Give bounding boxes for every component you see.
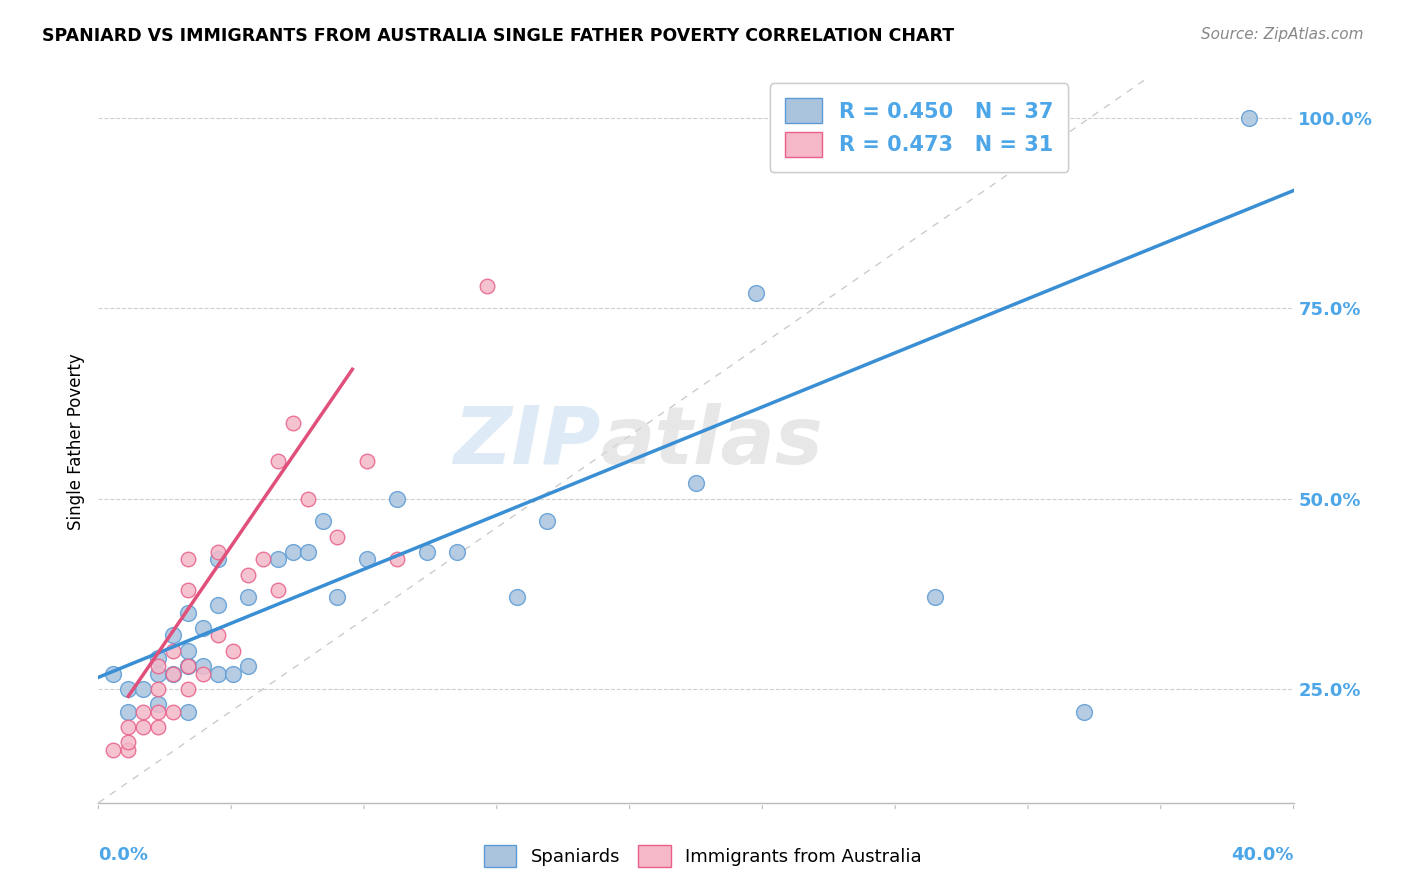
Point — [222, 666, 245, 681]
Point — [446, 545, 468, 559]
Point — [177, 606, 200, 620]
Point — [475, 278, 498, 293]
Point — [207, 598, 229, 612]
Point — [117, 705, 139, 719]
Point — [117, 735, 139, 749]
Point — [191, 659, 214, 673]
Point — [326, 530, 349, 544]
Point — [281, 545, 304, 559]
Point — [148, 705, 170, 719]
Point — [177, 552, 200, 566]
Point — [177, 582, 200, 597]
Point — [148, 666, 170, 681]
Point — [267, 552, 290, 566]
Point — [117, 720, 139, 734]
Text: atlas: atlas — [600, 402, 823, 481]
Point — [236, 659, 259, 673]
Text: Source: ZipAtlas.com: Source: ZipAtlas.com — [1201, 27, 1364, 42]
Point — [222, 643, 245, 657]
Point — [326, 591, 349, 605]
Point — [745, 286, 768, 301]
Point — [177, 659, 200, 673]
Point — [297, 491, 319, 506]
Point — [148, 720, 170, 734]
Point — [207, 545, 229, 559]
Point — [924, 591, 946, 605]
Point — [148, 697, 170, 711]
Text: SPANIARD VS IMMIGRANTS FROM AUSTRALIA SINGLE FATHER POVERTY CORRELATION CHART: SPANIARD VS IMMIGRANTS FROM AUSTRALIA SI… — [42, 27, 955, 45]
Point — [236, 567, 259, 582]
Point — [1237, 112, 1260, 126]
Point — [132, 681, 155, 696]
Point — [297, 545, 319, 559]
Point — [177, 705, 200, 719]
Point — [162, 666, 184, 681]
Point — [252, 552, 274, 566]
Point — [311, 515, 333, 529]
Y-axis label: Single Father Poverty: Single Father Poverty — [66, 353, 84, 530]
Point — [207, 666, 229, 681]
Point — [506, 591, 529, 605]
Point — [191, 621, 214, 635]
Point — [162, 666, 184, 681]
Point — [685, 476, 707, 491]
Point — [103, 666, 125, 681]
Point — [132, 720, 155, 734]
Point — [416, 545, 439, 559]
Point — [207, 628, 229, 642]
Point — [191, 666, 214, 681]
Point — [177, 681, 200, 696]
Point — [148, 681, 170, 696]
Point — [267, 582, 290, 597]
Point — [162, 643, 184, 657]
Point — [103, 742, 125, 756]
Point — [177, 643, 200, 657]
Point — [267, 453, 290, 467]
Point — [207, 552, 229, 566]
Point — [148, 651, 170, 665]
Point — [117, 681, 139, 696]
Point — [148, 659, 170, 673]
Point — [162, 705, 184, 719]
Point — [1073, 705, 1095, 719]
Text: 0.0%: 0.0% — [98, 847, 149, 864]
Legend: R = 0.450   N = 37, R = 0.473   N = 31: R = 0.450 N = 37, R = 0.473 N = 31 — [770, 84, 1069, 172]
Point — [356, 552, 378, 566]
Point — [281, 416, 304, 430]
Point — [236, 591, 259, 605]
Legend: Spaniards, Immigrants from Australia: Spaniards, Immigrants from Australia — [477, 838, 929, 874]
Point — [385, 552, 409, 566]
Point — [162, 628, 184, 642]
Point — [177, 659, 200, 673]
Point — [132, 705, 155, 719]
Point — [117, 742, 139, 756]
Point — [356, 453, 378, 467]
Point — [385, 491, 409, 506]
Point — [536, 515, 558, 529]
Text: ZIP: ZIP — [453, 402, 600, 481]
Text: 40.0%: 40.0% — [1232, 847, 1294, 864]
